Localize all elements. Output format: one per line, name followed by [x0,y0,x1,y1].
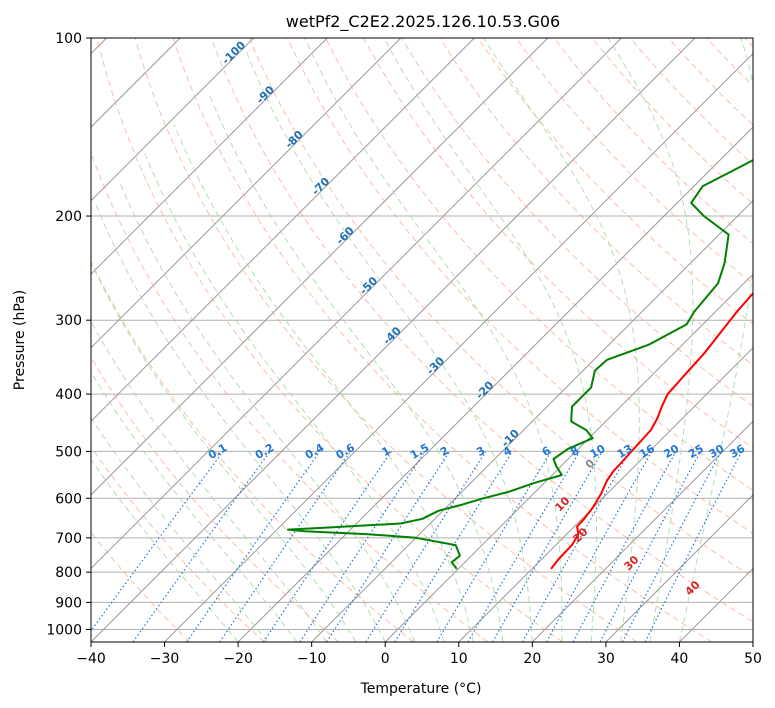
x-tick-label: 20 [523,651,541,667]
dry-adiabat-line [325,38,753,491]
x-tick-label: 40 [671,651,689,667]
x-axis-label: Temperature (°C) [360,681,482,697]
dry-adiabat-line [91,356,340,642]
mixing-ratio-line [644,451,743,642]
isotherm-line [91,38,402,349]
mixing-ratio-line [186,451,321,642]
isotherm-line [458,347,753,642]
plot-layer [91,38,753,642]
moist-adiabat-line [143,150,445,642]
plot-background [91,38,753,642]
mixing-ratio-line [91,451,224,632]
dry-adiabat-line [210,38,753,623]
x-tick-label: −40 [76,651,106,667]
moist-adiabat-line [607,38,694,642]
moist-adiabat-line [383,38,597,642]
dry-adiabat-line [134,38,638,642]
moist-adiabat-line [209,95,504,642]
isotherm-line [91,38,255,202]
isotherm-line [752,641,753,642]
y-tick-label: 900 [55,595,82,611]
isotherm-line [91,38,475,423]
dry-adiabat-line [91,445,265,642]
y-tick-label: 200 [55,209,82,225]
dry-adiabat-line [172,38,713,642]
mixing-ratio-line [546,451,653,642]
x-tick-label: 50 [744,651,762,667]
y-tick-label: 100 [55,31,82,47]
mixing-ratio-line [262,451,392,642]
y-tick-label: 600 [55,491,82,507]
moist-adiabat-line [91,261,357,642]
x-tick-label: 10 [450,651,468,667]
x-tick-label: 0 [381,651,390,667]
isotherm-line [237,126,753,642]
y-tick-label: 800 [55,565,82,581]
dry-adiabat-line [96,38,563,642]
chart-title: wetPf2_C2E2.2025.126.10.53.G06 [286,12,560,32]
y-tick-label: 500 [55,444,82,460]
y-tick-label: 300 [55,313,82,329]
moist-adiabat-line [91,371,298,642]
moist-adiabat-line [119,181,416,642]
y-tick-label: 1000 [46,622,82,638]
moist-adiabat-line [94,202,386,642]
x-tick-label: −30 [150,651,180,667]
isotherm-line [531,420,753,642]
y-tick-label: 700 [55,531,82,547]
moist-adiabat-line [91,320,327,642]
x-tick-label: −10 [297,651,327,667]
dry-adiabat-line [515,38,753,285]
mixing-ratio-line [326,451,451,642]
y-tick-label: 400 [55,387,82,403]
moist-adiabat-line [91,416,268,642]
dry-adiabat-line [286,38,753,535]
x-tick-label: −20 [223,651,253,667]
mixing-ratio-line [219,451,352,642]
isotherm-line [605,494,753,642]
moist-adiabat-line [678,38,753,642]
mixing-ratio-line [394,451,513,642]
mixing-ratio-line [521,451,631,642]
dry-adiabat-line [248,38,753,578]
moist-adiabat-line [304,38,563,642]
dry-adiabat-line [91,260,414,642]
isotherm-line [164,52,753,642]
mixing-ratio-line [299,451,426,642]
temperature-profile-line [550,291,753,570]
isotherm-line [91,38,696,642]
x-tick-label: 30 [597,651,615,667]
dewpoint-profile-line [286,159,753,570]
isotherm-line [91,38,549,496]
isotherm-line [91,38,328,275]
plot-frame [90,37,754,643]
moist-adiabat-line [483,38,640,642]
moist-adiabat-line [245,50,533,642]
mixing-ratio-line [132,451,271,642]
mixing-ratio-line [572,451,677,642]
moist-adiabat-line [173,124,474,642]
y-axis-label: Pressure (hPa) [12,290,28,390]
isotherm-line [91,38,622,570]
isotherm-line [384,273,753,642]
